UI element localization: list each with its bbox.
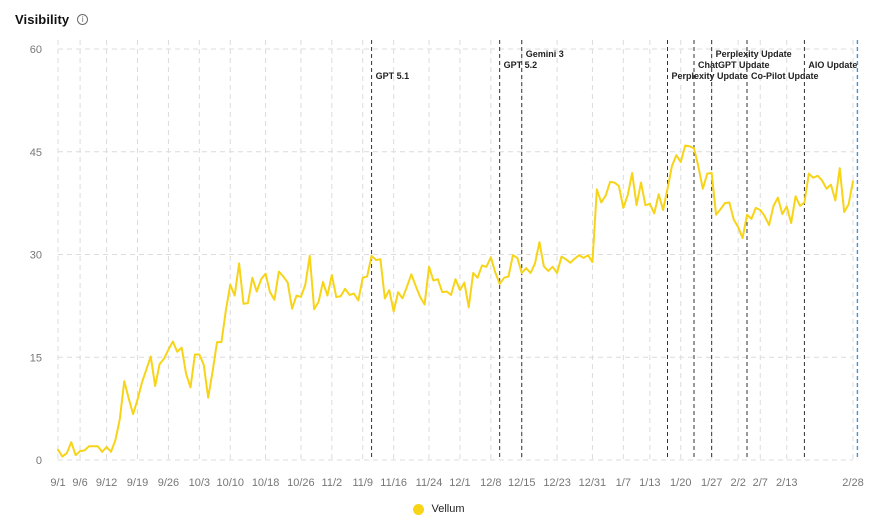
x-tick-label: 11/16: [380, 477, 407, 489]
legend-swatch-vellum: [413, 503, 425, 515]
event-marker-label: Perplexity Update: [716, 49, 792, 59]
event-marker-label: Gemini 3: [526, 49, 564, 59]
y-tick-label: 0: [36, 455, 42, 467]
x-tick-label: 2/7: [753, 477, 768, 489]
chart-title: Visibility: [15, 12, 70, 27]
x-tick-label: 1/27: [701, 477, 722, 489]
x-tick-label: 10/26: [287, 477, 315, 489]
x-tick-label: 11/9: [352, 477, 373, 489]
x-tick-label: 9/6: [72, 477, 87, 489]
event-marker-label: GPT 5.2: [504, 60, 538, 70]
x-tick-label: 10/18: [252, 477, 280, 489]
x-tick-label: 10/10: [216, 477, 244, 489]
event-marker-label: AIO Update: [808, 60, 857, 70]
event-marker-label: GPT 5.1: [376, 71, 410, 81]
x-tick-label: 12/1: [449, 477, 470, 489]
legend-label-vellum: Vellum: [431, 503, 465, 515]
x-tick-label: 11/2: [322, 477, 343, 489]
chart-legend: Vellum: [0, 503, 878, 515]
y-tick-label: 60: [30, 44, 42, 56]
x-tick-label: 12/8: [480, 477, 501, 489]
x-tick-label: 9/1: [50, 477, 65, 489]
x-tick-label: 1/7: [616, 477, 631, 489]
x-tick-label: 2/13: [776, 477, 797, 489]
y-tick-label: 45: [30, 147, 42, 159]
event-marker-label: ChatGPT Update: [698, 60, 770, 70]
x-tick-label: 12/31: [579, 477, 607, 489]
x-tick-label: 10/3: [189, 477, 210, 489]
x-tick-label: 2/28: [842, 477, 863, 489]
x-tick-label: 1/20: [670, 477, 691, 489]
x-tick-label: 1/13: [639, 477, 660, 489]
x-tick-label: 2/2: [731, 477, 746, 489]
x-tick-label: 9/26: [158, 477, 179, 489]
y-tick-label: 30: [30, 250, 42, 262]
series-line-vellum: [57, 144, 854, 458]
x-tick-label: 9/12: [96, 477, 117, 489]
chart-header: Visibility i: [15, 12, 89, 27]
event-marker-label: Co-Pilot Update: [751, 71, 819, 81]
x-tick-label: 9/19: [127, 477, 148, 489]
info-icon[interactable]: i: [77, 14, 89, 25]
y-tick-label: 15: [30, 352, 42, 364]
x-tick-label: 11/24: [416, 477, 443, 489]
x-tick-label: 12/15: [508, 477, 536, 489]
x-tick-label: 12/23: [543, 477, 571, 489]
event-marker-label: Perplexity Update: [672, 71, 748, 81]
